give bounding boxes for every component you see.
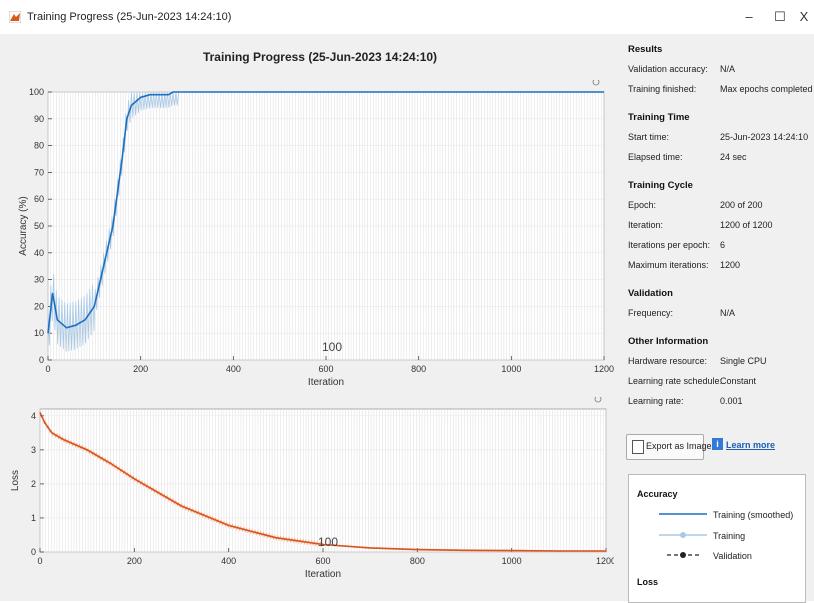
elapsed-time-value: 24 sec [720,152,747,162]
maximum-iterations-label: Maximum iterations: [628,260,709,270]
accuracy-y-tick-label: 60 [34,194,44,204]
accuracy-y-tick-label: 100 [29,87,44,97]
legend-training-smoothed-label: Training (smoothed) [713,510,793,520]
results-heading: Results [628,44,662,55]
loss-y-tick-label: 3 [31,445,36,455]
learning-rate-value: 0.001 [720,396,743,406]
accuracy-y-tick-label: 20 [34,301,44,311]
accuracy-y-tick-label: 50 [34,221,44,231]
accuracy-overlay-label: 100 [322,340,342,354]
loss-y-tick-label: 1 [31,513,36,523]
accuracy-y-tick-label: 80 [34,141,44,151]
loss-y-tick-label: 4 [31,411,36,421]
loss-x-axis-label: Iteration [305,569,341,580]
legend-swatches [659,507,709,587]
accuracy-x-tick-label: 1200 [594,364,614,374]
legend-panel: Accuracy Training (smoothed) Training Va… [628,474,806,603]
accuracy-x-tick-label: 1000 [501,364,521,374]
accuracy-zoom-icon [593,80,599,85]
accuracy-y-axis-label: Accuracy (%) [18,196,29,255]
loss-x-tick-label: 0 [37,556,42,566]
legend-loss-title: Loss [637,577,658,587]
iterations-per-epoch-value: 6 [720,240,725,250]
hardware-resource-value: Single CPU [720,356,767,366]
accuracy-x-tick-label: 200 [133,364,148,374]
close-button[interactable]: X [794,6,814,28]
loss-chart: 0 1 2 3 4 0 200 400 600 800 1000 1200 Iteration Loss [0,397,614,597]
loss-overlay-label: 100 [318,535,338,549]
epoch-label: Epoch: [628,200,656,210]
window-title: Training Progress (25-Jun-2023 14:24:10) [27,11,231,23]
learning-rate-label: Learning rate: [628,396,684,406]
accuracy-y-tick-label: 10 [34,328,44,338]
accuracy-y-tick-label: 40 [34,248,44,258]
loss-x-tick-label: 1200 [596,556,614,566]
maximum-iterations-value: 1200 [720,260,740,270]
iteration-value: 1200 of 1200 [720,220,773,230]
minimize-button[interactable]: – [733,6,765,28]
loss-y-tick-label: 0 [31,547,36,557]
export-as-image-button[interactable]: Export as Image [626,434,704,460]
hardware-resource-label: Hardware resource: [628,356,707,366]
other-information-heading: Other Information [628,336,708,347]
loss-x-tick-label: 600 [315,556,330,566]
frequency-value: N/A [720,308,735,318]
legend-training-label: Training [713,531,745,541]
accuracy-x-tick-label: 800 [411,364,426,374]
training-finished-label: Training finished: [628,84,696,94]
legend-training-marker [680,532,686,538]
export-button-label: Export as Image [646,441,712,451]
plot-title: Training Progress (25-Jun-2023 14:24:10) [0,50,640,64]
learn-more-link[interactable]: Learn more [726,440,775,450]
loss-x-tick-label: 400 [221,556,236,566]
accuracy-x-tick-label: 0 [45,364,50,374]
training-finished-value: Max epochs completed [720,84,813,94]
elapsed-time-label: Elapsed time: [628,152,683,162]
validation-heading: Validation [628,288,673,299]
accuracy-y-tick-label: 0 [39,355,44,365]
epoch-value: 200 of 200 [720,200,763,210]
loss-zoom-icon [595,397,601,402]
accuracy-x-tick-label: 400 [226,364,241,374]
accuracy-y-tick-label: 70 [34,167,44,177]
accuracy-y-tick-label: 90 [34,114,44,124]
title-bar: Training Progress (25-Jun-2023 14:24:10)… [0,0,814,34]
start-time-label: Start time: [628,132,669,142]
frequency-label: Frequency: [628,308,673,318]
validation-accuracy-label: Validation accuracy: [628,64,708,74]
accuracy-y-tick-label: 30 [34,275,44,285]
accuracy-x-axis-label: Iteration [308,377,344,388]
training-cycle-heading: Training Cycle [628,180,693,191]
info-icon: i [712,438,723,450]
learning-rate-schedule-value: Constant [720,376,756,386]
training-time-heading: Training Time [628,112,690,123]
iterations-per-epoch-label: Iterations per epoch: [628,240,710,250]
image-icon [632,440,644,454]
maximize-button[interactable]: ☐ [764,6,796,28]
start-time-value: 25-Jun-2023 14:24:10 [720,132,808,142]
iteration-label: Iteration: [628,220,663,230]
loss-x-tick-label: 1000 [502,556,522,566]
loss-y-axis-label: Loss [10,470,21,491]
learning-rate-schedule-label: Learning rate schedule: [628,376,722,386]
loss-x-tick-label: 200 [127,556,142,566]
legend-validation-marker [680,552,686,558]
validation-accuracy-value: N/A [720,64,735,74]
accuracy-x-tick-label: 600 [318,364,333,374]
loss-y-tick-label: 2 [31,479,36,489]
loss-x-tick-label: 800 [410,556,425,566]
legend-validation-label: Validation [713,551,752,561]
legend-accuracy-title: Accuracy [637,489,678,499]
matlab-icon [9,11,21,23]
